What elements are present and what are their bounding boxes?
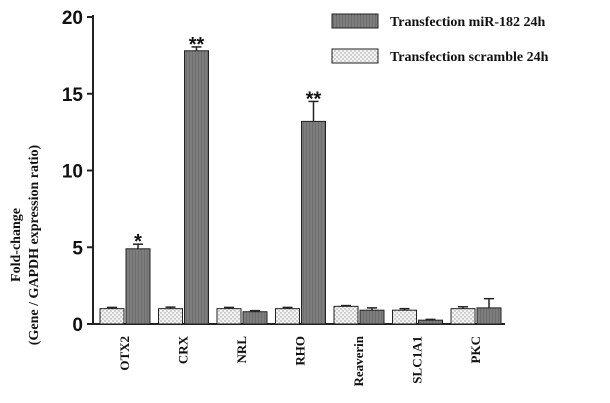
x-category-label: PKC	[468, 336, 483, 363]
x-category-label: NRL	[234, 336, 249, 364]
bar-mir182-nrl	[242, 311, 268, 325]
bar-mir182-otx2	[125, 248, 151, 325]
bar-mir182-slc1a1	[418, 319, 443, 325]
y-tick-label: 15	[62, 85, 84, 106]
x-category-label: OTX2	[117, 336, 132, 371]
bar-mir182-pkc	[476, 307, 502, 325]
significance-marker: **	[189, 34, 205, 56]
legend-swatch-scramble	[331, 48, 379, 64]
bar-scramble-rho	[275, 308, 300, 325]
bar-mir182-crx	[184, 50, 209, 325]
bar-scramble-slc1a1	[392, 309, 417, 325]
y-tick-label: 20	[62, 8, 83, 29]
legend-swatch-mir182	[331, 13, 379, 29]
bar-scramble-crx	[158, 308, 183, 325]
y-tick-label: 10	[62, 162, 83, 183]
y-tick-label: 0	[72, 315, 83, 336]
x-axis-categories: OTX2 CRX NRL RHO Reaverin SLC1A1 PKC	[117, 335, 483, 386]
bar-scramble-nrl	[216, 308, 242, 325]
bars-group: *****	[99, 34, 502, 325]
y-axis-label-line1: Fold-change	[9, 208, 24, 282]
bar-scramble-reaverin	[333, 305, 359, 325]
bar-mir182-rho	[301, 120, 326, 325]
x-category-label: Reaverin	[351, 335, 366, 386]
legend-label-mir182: Transfection miR-182 24h	[390, 15, 545, 30]
legend-label-scramble: Transfection scramble 24h	[390, 50, 549, 65]
significance-marker: *	[134, 231, 142, 253]
legend: Transfection miR-182 24h Transfection sc…	[331, 13, 549, 65]
x-category-label: SLC1A1	[410, 336, 425, 384]
x-category-label: RHO	[293, 336, 308, 366]
bar-scramble-pkc	[450, 308, 476, 325]
y-tick-label: 5	[72, 238, 83, 259]
y-axis-label-line2: (Gene / GAPDH expression ratio)	[27, 144, 42, 345]
significance-marker: **	[306, 88, 322, 110]
x-category-label: CRX	[176, 335, 191, 364]
bar-mir182-reaverin	[359, 309, 385, 325]
bar-scramble-otx2	[99, 308, 125, 325]
y-axis-ticks: 0 5 10 15 20	[62, 8, 93, 336]
